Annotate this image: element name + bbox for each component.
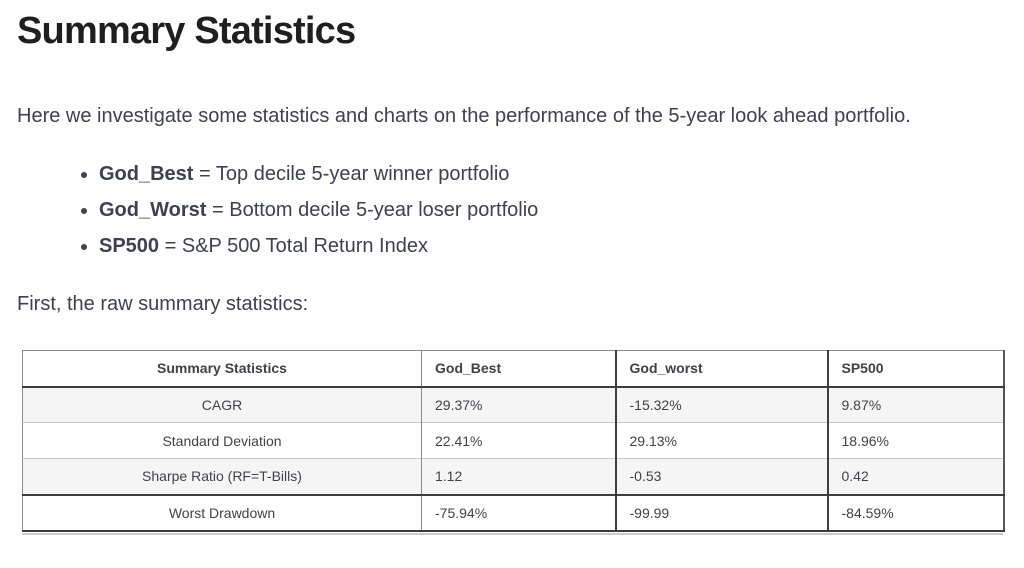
table-row-cagr: CAGR 29.37% -15.32% 9.87% <box>22 386 1004 423</box>
table-intro-paragraph: First, the raw summary statistics: <box>17 293 309 315</box>
table-row-worst-drawdown: Worst Drawdown -75.94% -99.99 -84.59% <box>22 494 1004 531</box>
header-cell-god-best: God_Best <box>421 350 617 387</box>
value-cell-god-best: -75.94% <box>421 494 617 531</box>
equals-sign: = <box>164 235 177 257</box>
header-cell-god-worst: God_worst <box>615 350 829 387</box>
value-cell-sp500: -84.59% <box>841 504 894 521</box>
value-cell-god-worst: 29.13% <box>615 422 829 459</box>
header-cell-sp500: SP500 <box>827 350 1004 387</box>
value-cell-god-worst: -99.99 <box>615 494 829 531</box>
definition-item-sp500: SP500 = S&P 500 Total Return Index <box>99 234 1007 258</box>
row-label-cell: Sharpe Ratio (RF=T-Bills) <box>22 458 422 495</box>
definition-item-god-best: God_Best = Top decile 5-year winner port… <box>99 162 1007 186</box>
definition-description: Top decile 5-year winner portfolio <box>215 163 510 185</box>
summary-statistics-table-container: Summary Statistics God_Best God_worst SP… <box>22 350 1005 535</box>
value-cell-god-best: 22.41% <box>421 422 617 459</box>
intro-paragraph: Here we investigate some statistics and … <box>17 105 911 127</box>
value-cell-god-worst: -0.53 <box>615 458 829 495</box>
definition-item-god-worst: God_Worst = Bottom decile 5-year loser p… <box>99 198 1007 222</box>
equals-sign: = <box>211 199 224 221</box>
table-row-sharpe-ratio: Sharpe Ratio (RF=T-Bills) 1.12 -0.53 0.4… <box>22 458 1004 495</box>
definition-term: God_Worst <box>99 199 207 221</box>
row-label-cell: Standard Deviation <box>22 422 422 459</box>
value-cell-sp500: 18.96% <box>841 432 889 449</box>
page-title: Summary Statistics <box>17 10 356 52</box>
article-page: Summary Statistics Here we investigate s… <box>0 8 1024 535</box>
row-label-cell: Worst Drawdown <box>22 494 422 531</box>
table-body: CAGR 29.37% -15.32% 9.87% Standard Devia… <box>22 386 1004 531</box>
portfolio-definitions-list: God_Best = Top decile 5-year winner port… <box>17 162 1007 258</box>
definition-term: God_Best <box>99 163 194 185</box>
table-head: Summary Statistics God_Best God_worst SP… <box>22 350 1004 387</box>
table-row-standard-deviation: Standard Deviation 22.41% 29.13% 18.96% <box>22 422 1004 459</box>
summary-statistics-table: Summary Statistics God_Best God_worst SP… <box>22 350 1005 532</box>
definition-term: SP500 <box>99 235 160 257</box>
value-cell-sp500: 0.42 <box>841 468 869 485</box>
definition-description: Bottom decile 5-year loser portfolio <box>229 199 539 221</box>
value-cell-god-best: 29.37% <box>421 386 617 423</box>
table-header-row: Summary Statistics God_Best God_worst SP… <box>22 350 1004 387</box>
row-label-cell: CAGR <box>22 386 422 423</box>
value-cell-sp500: 9.87% <box>841 396 882 413</box>
header-cell-summary-statistics: Summary Statistics <box>22 350 422 387</box>
table-bottom-rule <box>22 532 1003 535</box>
value-cell-god-worst: -15.32% <box>615 386 829 423</box>
definition-description: S&P 500 Total Return Index <box>181 235 428 257</box>
equals-sign: = <box>199 163 211 185</box>
value-cell-god-best: 1.12 <box>421 458 617 495</box>
